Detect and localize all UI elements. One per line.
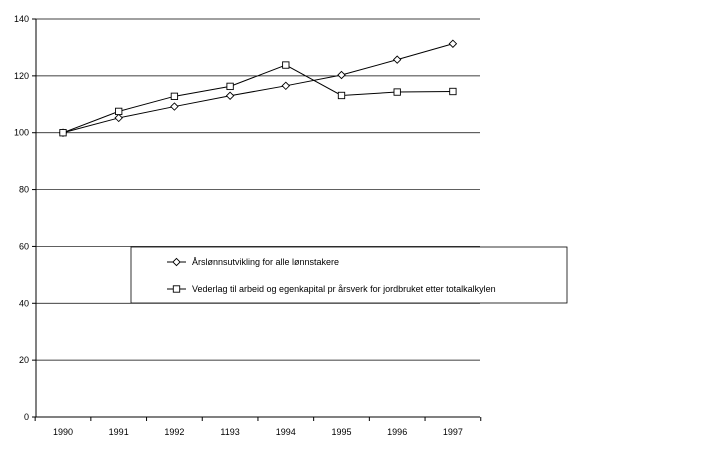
legend-item-2: Vederlag til arbeid og egenkapital pr år…: [167, 284, 496, 294]
data-point: [170, 92, 179, 100]
data-point: [282, 61, 290, 69]
y-tick-label: 100: [14, 128, 29, 138]
series-group: [58, 39, 458, 137]
data-point: [392, 55, 402, 64]
axes: [35, 19, 480, 418]
data-point: [449, 87, 457, 96]
x-tick-label: 1193: [220, 427, 239, 437]
legend-marker: [172, 285, 181, 293]
legend-item-1: Årslønnsutvikling for alle lønnstakere: [167, 257, 339, 267]
data-point: [337, 91, 346, 100]
series-1: [58, 39, 458, 137]
series-2: [59, 61, 457, 137]
y-tick-label: 140: [14, 14, 29, 24]
legend-label: Årslønnsutvikling for alle lønnstakere: [192, 257, 339, 267]
legend-marker: [172, 257, 181, 267]
x-tick-labels: 1990 1991 1992 1193 1994 1995 1996 1997: [34, 417, 482, 437]
data-point: [115, 107, 123, 116]
x-tick-label: 1991: [109, 427, 129, 437]
y-tick-label: 80: [19, 185, 29, 195]
y-tick-label: 20: [19, 355, 29, 365]
data-point: [114, 113, 123, 123]
x-tick-label: 1994: [276, 427, 296, 437]
y-tick-label: 40: [19, 298, 29, 308]
x-tick-label: 1992: [164, 427, 184, 437]
legend-label: Vederlag til arbeid og egenkapital pr år…: [192, 284, 496, 294]
y-tick-label: 60: [19, 241, 29, 251]
data-point: [59, 129, 67, 137]
data-point: [281, 81, 291, 91]
data-point: [225, 91, 235, 100]
data-point: [448, 39, 458, 48]
data-point: [337, 70, 346, 80]
y-tick-label: 120: [14, 71, 29, 81]
legend-box: [130, 246, 568, 304]
x-tick-label: 1990: [53, 427, 73, 437]
y-tick-label: 0: [24, 412, 29, 422]
data-point: [170, 102, 179, 111]
x-tick-label: 1995: [331, 427, 351, 437]
gridlines: [36, 18, 480, 361]
y-tick-labels: 0 20 40 60 80 100 120 140: [14, 14, 36, 422]
legend: Årslønnsutvikling for alle lønnstakere Ve…: [130, 246, 568, 304]
x-tick-label: 1996: [387, 427, 407, 437]
x-tick-label: 1997: [443, 427, 463, 437]
data-point: [226, 82, 234, 91]
data-point: [393, 88, 401, 96]
series-line: [62, 43, 454, 134]
series-line: [62, 64, 453, 134]
